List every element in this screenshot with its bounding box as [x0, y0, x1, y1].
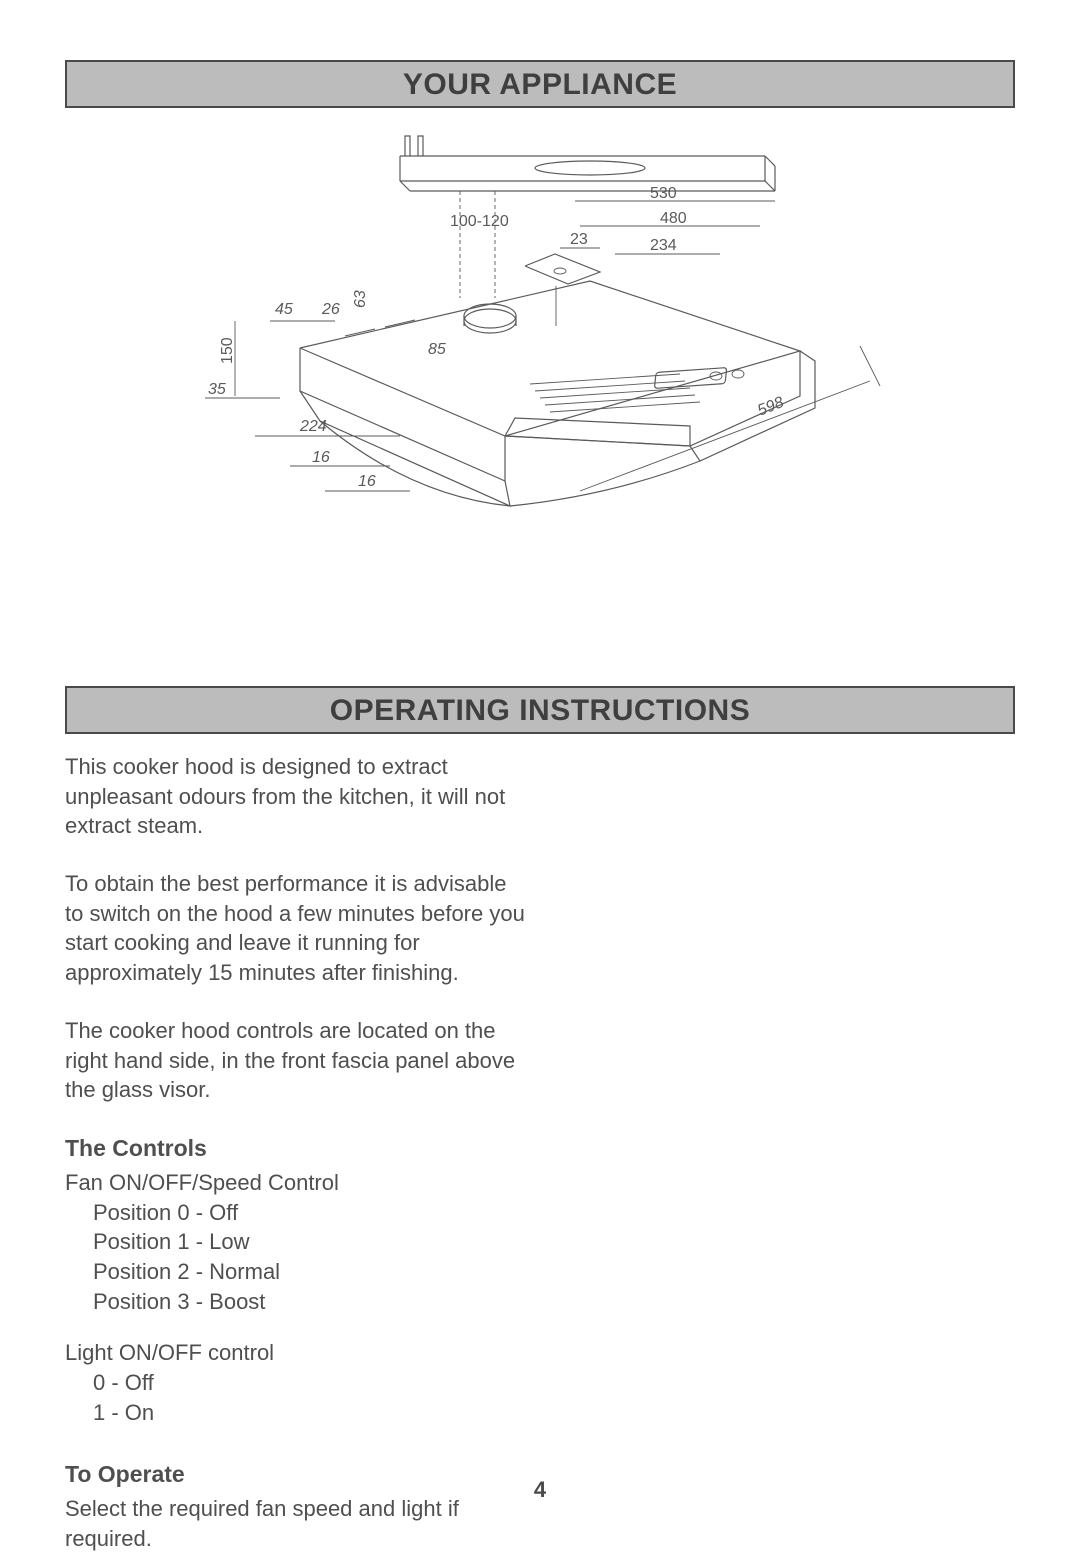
fan-position-1: Position 1 - Low	[65, 1227, 1015, 1257]
dim-150: 150	[219, 337, 236, 364]
dim-224: 224	[299, 418, 327, 435]
dim-35: 35	[208, 381, 226, 398]
fan-position-3: Position 3 - Boost	[65, 1287, 1015, 1317]
light-position-1: 1 - On	[65, 1398, 1015, 1428]
page-number: 4	[0, 1477, 1080, 1503]
dim-63: 63	[352, 290, 369, 308]
dim-23: 23	[570, 231, 588, 248]
dim-100-120: 100-120	[450, 213, 509, 230]
fan-control-title: Fan ON/OFF/Speed Control	[65, 1168, 1015, 1198]
intro-paragraph-3: The cooker hood controls are located on …	[65, 1016, 525, 1105]
dim-26: 26	[321, 301, 340, 318]
controls-heading: The Controls	[65, 1133, 1015, 1164]
appliance-diagram-container: 100-120 530 480 23 234	[65, 126, 1015, 646]
dim-530: 530	[650, 185, 677, 202]
manual-page: YOUR APPLIANCE 100-120 530	[0, 0, 1080, 1529]
intro-paragraph-2: To obtain the best performance it is adv…	[65, 869, 525, 988]
dim-16b: 16	[358, 473, 376, 490]
dim-16a: 16	[312, 449, 330, 466]
light-control-title: Light ON/OFF control	[65, 1338, 1015, 1368]
instructions-body: This cooker hood is designed to extract …	[65, 752, 1015, 1554]
fan-position-2: Position 2 - Normal	[65, 1257, 1015, 1287]
section-header-operating: OPERATING INSTRUCTIONS	[65, 686, 1015, 734]
operate-text: Select the required fan speed and light …	[65, 1494, 525, 1553]
dim-234: 234	[650, 237, 677, 254]
dim-480: 480	[660, 210, 687, 227]
light-position-0: 0 - Off	[65, 1368, 1015, 1398]
dim-85: 85	[428, 341, 446, 358]
fan-position-0: Position 0 - Off	[65, 1198, 1015, 1228]
intro-paragraph-1: This cooker hood is designed to extract …	[65, 752, 525, 841]
dim-45: 45	[275, 301, 293, 318]
dim-598: 598	[755, 394, 786, 420]
appliance-dimension-diagram: 100-120 530 480 23 234	[160, 126, 920, 586]
section-header-appliance: YOUR APPLIANCE	[65, 60, 1015, 108]
